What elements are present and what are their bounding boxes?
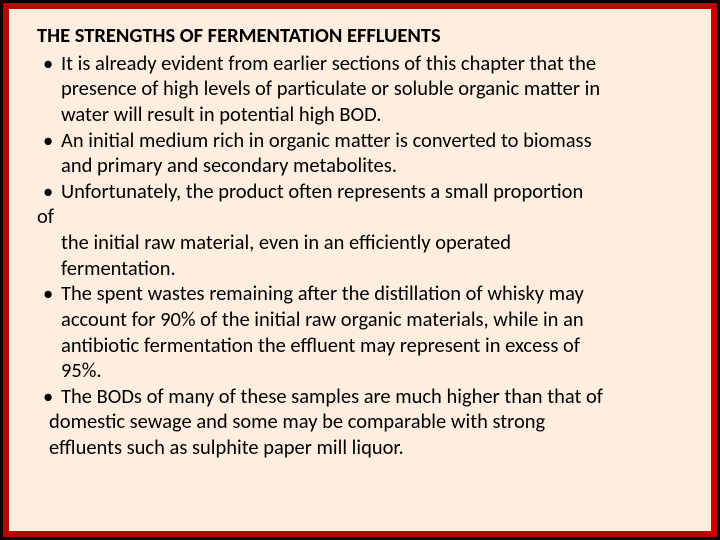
slide-content: THE STRENGTHS OF FERMENTATION EFFLUENTS … bbox=[9, 19, 711, 465]
bullet-icon: • bbox=[43, 384, 61, 410]
bullet-icon: • bbox=[43, 281, 61, 307]
list-item: • Unfortunately, the product often repre… bbox=[27, 179, 689, 205]
bullet-cont: domestic sewage and some may be comparab… bbox=[27, 409, 689, 435]
bullet-cont: 95%. bbox=[27, 358, 689, 384]
bullet-cont: antibiotic fermentation the effluent may… bbox=[27, 333, 689, 359]
slide-outer-border: THE STRENGTHS OF FERMENTATION EFFLUENTS … bbox=[0, 0, 720, 540]
bullet-cont: presence of high levels of particulate o… bbox=[27, 76, 689, 102]
bullet-text: An initial medium rich in organic matter… bbox=[61, 128, 689, 154]
bullet-text: Unfortunately, the product often represe… bbox=[61, 179, 689, 205]
bullet-icon: • bbox=[43, 179, 61, 205]
bullet-wrap: of bbox=[27, 204, 689, 230]
bullet-cont: fermentation. bbox=[27, 256, 689, 282]
bullet-text: The BODs of many of these samples are mu… bbox=[61, 384, 689, 410]
list-item: • An initial medium rich in organic matt… bbox=[27, 128, 689, 154]
bullet-text: The spent wastes remaining after the dis… bbox=[61, 281, 689, 307]
bullet-cont: effluents such as sulphite paper mill li… bbox=[27, 435, 689, 461]
slide-red-border: THE STRENGTHS OF FERMENTATION EFFLUENTS … bbox=[3, 3, 717, 537]
bullet-cont: and primary and secondary metabolites. bbox=[27, 153, 689, 179]
bullet-icon: • bbox=[43, 51, 61, 77]
list-item: • The spent wastes remaining after the d… bbox=[27, 281, 689, 307]
list-item: • It is already evident from earlier sec… bbox=[27, 51, 689, 77]
bullet-icon: • bbox=[43, 128, 61, 154]
bullet-cont: the initial raw material, even in an eff… bbox=[27, 230, 689, 256]
bullet-text: It is already evident from earlier secti… bbox=[61, 51, 689, 77]
slide-title: THE STRENGTHS OF FERMENTATION EFFLUENTS bbox=[27, 23, 689, 49]
bullet-cont: account for 90% of the initial raw organ… bbox=[27, 307, 689, 333]
list-item: • The BODs of many of these samples are … bbox=[27, 384, 689, 410]
bullet-cont: water will result in potential high BOD. bbox=[27, 102, 689, 128]
